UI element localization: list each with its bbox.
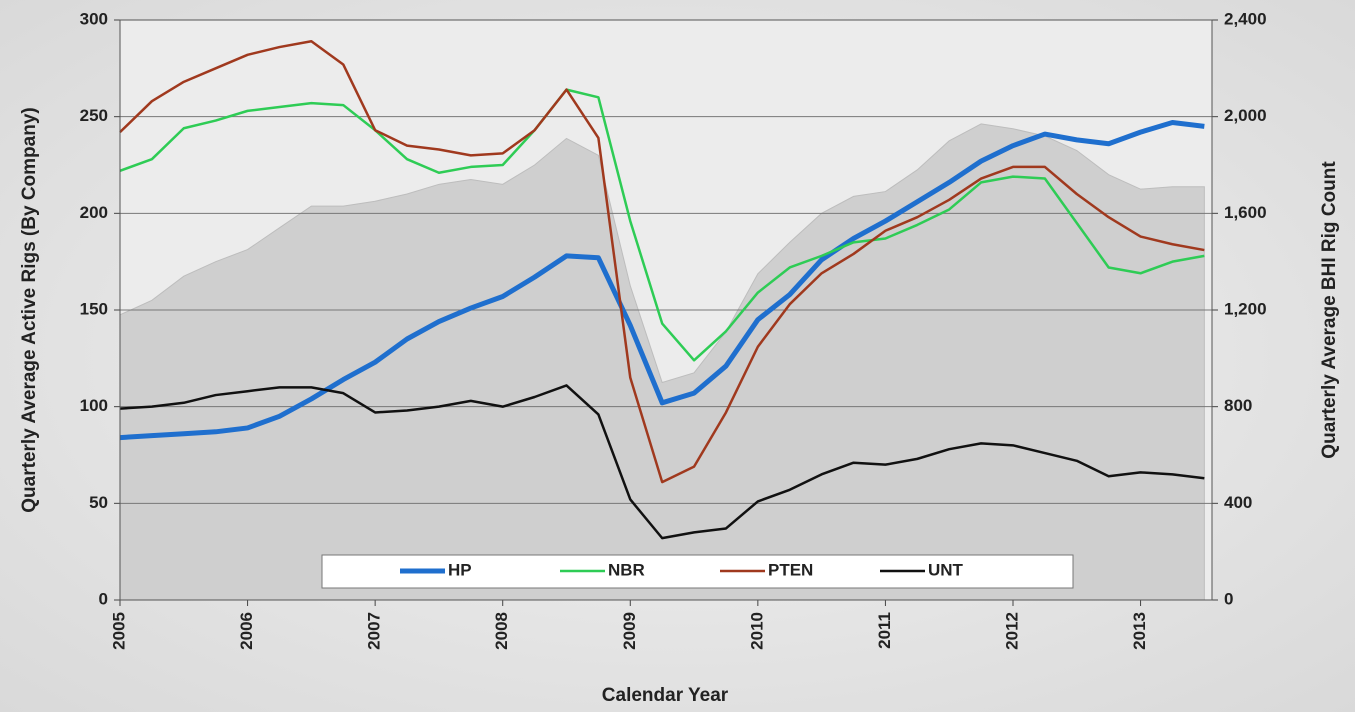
x-tick-label: 2011 xyxy=(875,612,894,649)
x-tick-label: 2005 xyxy=(109,612,128,650)
line xyxy=(119,40,1205,484)
x-tick-label: 2010 xyxy=(747,612,766,650)
y2-tick-label: 400 xyxy=(1224,493,1252,512)
y2-tick-label: 2,000 xyxy=(1224,106,1267,125)
line xyxy=(119,384,1205,540)
y-tick-label: 100 xyxy=(80,396,108,415)
line xyxy=(119,88,1205,362)
area xyxy=(119,123,1205,601)
y-tick-label: 200 xyxy=(80,203,108,222)
line xyxy=(119,119,1205,441)
legend-label: UNT xyxy=(928,560,964,579)
y2-tick-label: 2,400 xyxy=(1224,9,1267,28)
legend-label: HP xyxy=(448,560,472,579)
y-axis-label: Quarterly Average Active Rigs (By Compan… xyxy=(19,107,40,512)
y2-tick-label: 0 xyxy=(1224,589,1233,608)
x-tick-label: 2013 xyxy=(1130,612,1149,650)
x-tick-label: 2012 xyxy=(1002,612,1021,650)
x-tick-label: 2007 xyxy=(365,612,384,650)
x-tick-label: 2006 xyxy=(237,612,256,650)
y2-tick-label: 1,200 xyxy=(1224,299,1267,318)
y2-tick-label: 800 xyxy=(1224,396,1252,415)
x-tick-label: 2009 xyxy=(620,612,639,650)
y-tick-label: 300 xyxy=(80,9,108,28)
y2-tick-label: 1,600 xyxy=(1224,203,1267,222)
x-axis-label: Calendar Year xyxy=(602,685,729,706)
y-tick-label: 50 xyxy=(89,493,108,512)
plot-border xyxy=(119,19,1213,601)
y-tick-label: 250 xyxy=(80,106,108,125)
y-tick-label: 0 xyxy=(99,589,108,608)
y2-axis-label: Quarterly Average BHI Rig Count xyxy=(1319,161,1340,459)
legend-box xyxy=(321,554,1074,589)
legend-label: NBR xyxy=(608,560,645,579)
y-tick-label: 150 xyxy=(80,299,108,318)
x-tick-label: 2008 xyxy=(492,612,511,650)
legend-label: PTEN xyxy=(768,560,813,579)
